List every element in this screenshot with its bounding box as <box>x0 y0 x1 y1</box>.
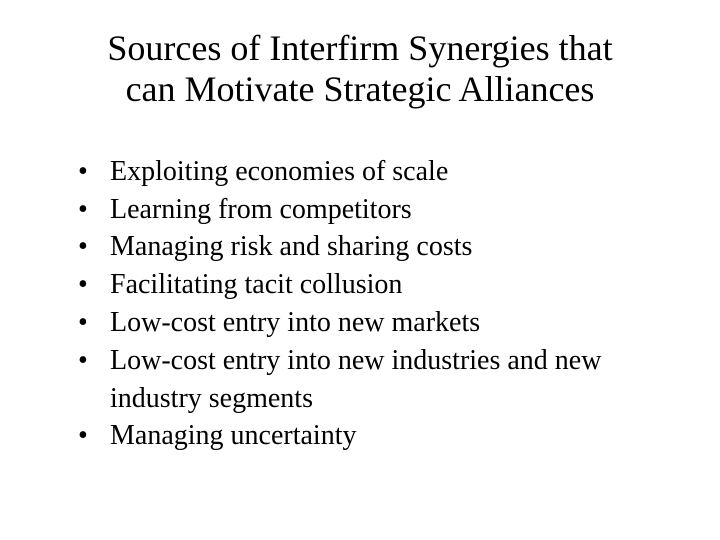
list-item: Low-cost entry into new industries and n… <box>78 342 660 418</box>
list-item: Facilitating tacit collusion <box>78 266 660 304</box>
title-line-2: can Motivate Strategic Alliances <box>126 69 595 109</box>
bullet-text: Managing uncertainty <box>110 420 356 451</box>
bullet-text: Learning from competitors <box>110 194 412 225</box>
slide-title: Sources of Interfirm Synergies that can … <box>60 28 660 111</box>
bullet-text: Facilitating tacit collusion <box>110 269 402 300</box>
list-item: Managing uncertainty <box>78 417 660 455</box>
list-item: Exploiting economies of scale <box>78 153 660 191</box>
bullet-text: Low-cost entry into new industries and n… <box>110 345 601 414</box>
bullet-text: Low-cost entry into new markets <box>110 307 480 338</box>
title-line-1: Sources of Interfirm Synergies that <box>107 28 612 68</box>
list-item: Low-cost entry into new markets <box>78 304 660 342</box>
bullet-text: Exploiting economies of scale <box>110 156 448 187</box>
list-item: Learning from competitors <box>78 191 660 229</box>
list-item: Managing risk and sharing costs <box>78 228 660 266</box>
bullet-text: Managing risk and sharing costs <box>110 231 472 262</box>
bullet-list: Exploiting economies of scale Learning f… <box>60 153 660 455</box>
